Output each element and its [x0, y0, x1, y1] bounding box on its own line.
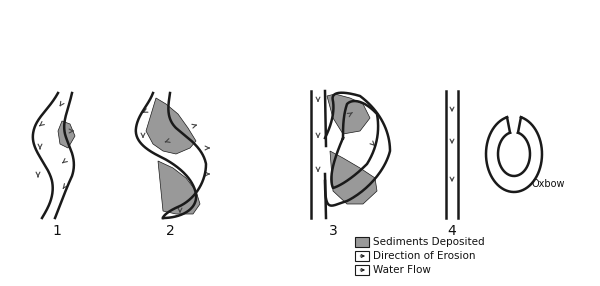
Polygon shape	[58, 121, 75, 148]
Text: 3: 3	[329, 224, 337, 238]
Text: 4: 4	[448, 224, 457, 238]
Polygon shape	[327, 94, 370, 134]
Polygon shape	[486, 117, 542, 192]
Text: Oxbow: Oxbow	[532, 179, 565, 189]
Polygon shape	[446, 91, 458, 218]
Text: 1: 1	[53, 224, 61, 238]
Polygon shape	[325, 93, 390, 206]
Polygon shape	[158, 161, 200, 214]
Text: Sediments Deposited: Sediments Deposited	[373, 237, 485, 247]
Text: 2: 2	[166, 224, 175, 238]
Polygon shape	[146, 98, 196, 154]
Polygon shape	[136, 93, 206, 218]
FancyBboxPatch shape	[355, 265, 369, 275]
FancyBboxPatch shape	[355, 237, 369, 247]
Polygon shape	[33, 93, 74, 218]
Polygon shape	[311, 91, 325, 218]
Polygon shape	[330, 151, 377, 204]
Text: Direction of Erosion: Direction of Erosion	[373, 251, 476, 261]
FancyBboxPatch shape	[355, 251, 369, 261]
Text: Water Flow: Water Flow	[373, 265, 431, 275]
